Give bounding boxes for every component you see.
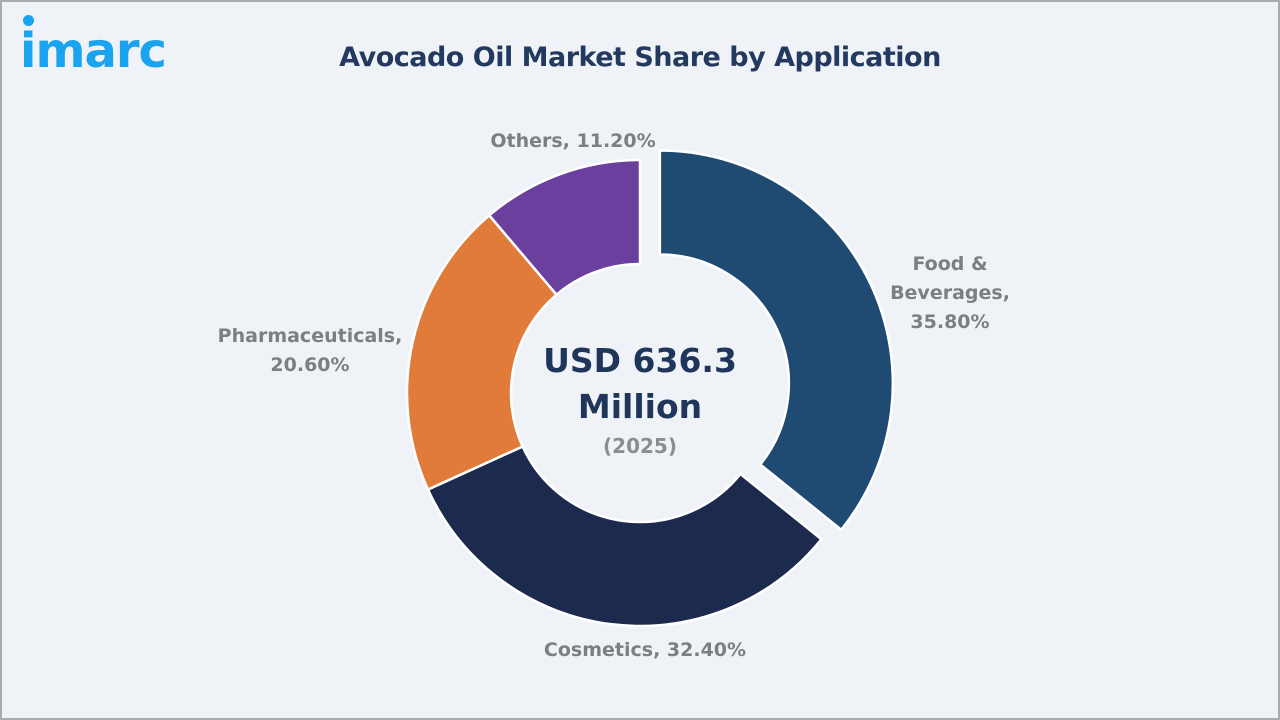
label-line: 20.60% [270,354,350,376]
label-line: Pharmaceuticals, [217,325,403,347]
label-food-beverages: Food & Beverages, 35.80% [880,250,1020,337]
label-line: 35.80% [910,311,990,333]
center-year: (2025) [603,434,677,458]
chart-title: Avocado Oil Market Share by Application [339,42,941,73]
label-line: Others, 11.20% [490,130,656,152]
center-value-line1: USD 636.3 [543,341,737,380]
center-total-value: USD 636.3 Million [520,338,760,430]
logo-dot-icon [23,15,34,26]
label-line: Beverages, [890,282,1010,304]
logo-text: imarc [20,23,167,79]
label-line: Food & [912,253,988,275]
label-pharmaceuticals: Pharmaceuticals, 20.60% [210,322,410,380]
slice-others [487,158,642,297]
label-cosmetics: Cosmetics, 32.40% [540,636,750,665]
slice-food-beverages [658,149,895,532]
center-value-line2: Million [577,387,703,426]
label-line: Cosmetics, 32.40% [543,639,747,661]
slice-pharmaceuticals [405,213,559,492]
slice-cosmetics [426,444,824,628]
imarc-logo: imarc [20,12,167,81]
label-others: Others, 11.20% [478,127,668,156]
